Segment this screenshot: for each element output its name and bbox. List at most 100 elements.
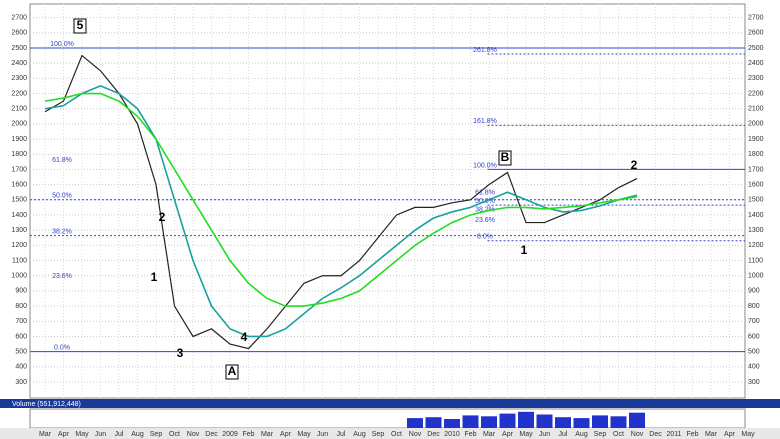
- fib-label: 23.6%: [52, 273, 72, 280]
- wave-label: A: [228, 364, 237, 378]
- volume-bar: [536, 414, 553, 428]
- y-tick-label-right: 2400: [748, 60, 764, 67]
- x-tick-label: Jul: [337, 431, 346, 438]
- x-tick-label: Apr: [58, 431, 70, 438]
- fib-label: 0.0%: [54, 344, 70, 351]
- x-tick-label: Mar: [39, 431, 52, 438]
- x-tick-label: Sep: [372, 431, 385, 438]
- x-tick-label: Mar: [705, 431, 718, 438]
- y-tick-label-right: 2000: [748, 121, 764, 128]
- x-tick-label: Apr: [280, 431, 292, 438]
- x-tick-label: Nov: [631, 431, 644, 438]
- plot-frame: [29, 3, 746, 399]
- x-tick-label: Sep: [594, 431, 607, 438]
- fib-label: 100.0%: [473, 162, 497, 169]
- y-tick-label-right: 2500: [748, 45, 764, 52]
- y-tick-label-right: 1200: [748, 242, 764, 249]
- y-tick-label: 400: [15, 364, 27, 371]
- y-tick-label-right: 2300: [748, 75, 764, 82]
- x-tick-label: May: [519, 431, 533, 438]
- fib-label: 161.8%: [473, 118, 497, 125]
- y-tick-label-right: 900: [748, 288, 760, 295]
- y-tick-label-right: 1700: [748, 166, 764, 173]
- x-tick-label: Nov: [409, 431, 422, 438]
- y-tick-label-right: 1300: [748, 227, 764, 234]
- x-tick-label: May: [75, 431, 89, 438]
- x-tick-label: May: [297, 431, 311, 438]
- x-tick-label: 2010: [444, 431, 460, 438]
- y-tick-label-right: 700: [748, 318, 760, 325]
- x-tick-label: 2011: [666, 431, 681, 438]
- wave-label: 3: [177, 346, 184, 360]
- x-tick-label: Feb: [686, 431, 698, 438]
- y-tick-label: 2000: [11, 121, 27, 128]
- series-line: [44, 92, 638, 307]
- fib-label: 0.0%: [477, 234, 493, 241]
- y-tick-label-right: 2200: [748, 90, 764, 97]
- annotation-box: [498, 150, 512, 166]
- y-tick-label: 1300: [11, 227, 27, 234]
- y-tick-label: 1200: [11, 242, 27, 249]
- wave-label: 4: [241, 330, 248, 344]
- fib-label: 23.6%: [475, 217, 495, 224]
- volume-bar: [555, 417, 571, 428]
- y-tick-label-right: 1100: [748, 257, 763, 264]
- x-tick-label: Apr: [502, 431, 514, 438]
- y-tick-label-right: 1000: [748, 273, 764, 280]
- x-axis-band: [0, 428, 780, 439]
- y-tick-label: 2200: [11, 90, 27, 97]
- y-tick-label: 700: [15, 318, 27, 325]
- volume-bar: [499, 413, 516, 428]
- y-tick-label-right: 400: [748, 364, 760, 371]
- y-tick-label: 1900: [11, 136, 27, 143]
- x-tick-label: May: [741, 431, 755, 438]
- x-tick-label: Sep: [150, 431, 163, 438]
- volume-bar: [610, 416, 627, 428]
- y-tick-label-right: 1600: [748, 181, 764, 188]
- volume-bar: [629, 412, 645, 428]
- y-tick-label: 1800: [11, 151, 27, 158]
- wave-label: 2: [631, 158, 638, 172]
- y-tick-label-right: 800: [748, 303, 760, 310]
- wave-label: B: [501, 150, 510, 164]
- y-tick-label: 1400: [11, 212, 27, 219]
- x-tick-label: Dec: [205, 431, 218, 438]
- y-tick-label: 2100: [11, 106, 27, 113]
- x-tick-label: Aug: [353, 431, 366, 438]
- y-tick-label-right: 1500: [748, 197, 764, 204]
- x-tick-label: Nov: [187, 431, 200, 438]
- x-tick-label: 2009: [222, 431, 238, 438]
- y-tick-label: 1700: [11, 166, 27, 173]
- x-tick-label: Oct: [391, 431, 402, 438]
- series-line: [44, 85, 638, 338]
- y-tick-label: 500: [15, 348, 27, 355]
- y-tick-label: 800: [15, 303, 27, 310]
- x-tick-label: Jun: [95, 431, 106, 438]
- y-tick-label-right: 1900: [748, 136, 764, 143]
- x-tick-label: Jul: [115, 431, 124, 438]
- wave-label: 5: [77, 18, 84, 32]
- y-tick-label-right: 1800: [748, 151, 764, 158]
- annotation-box: [225, 364, 239, 380]
- fib-label: 50.0%: [52, 193, 72, 200]
- y-tick-label-right: 300: [748, 379, 760, 386]
- series-line: [44, 54, 638, 350]
- y-tick-label-right: 500: [748, 348, 760, 355]
- volume-header: [0, 399, 780, 408]
- wave-label: 1: [521, 243, 528, 257]
- y-tick-label: 300: [15, 379, 27, 386]
- y-tick-label: 2700: [11, 14, 27, 21]
- y-tick-label-right: 2600: [748, 30, 764, 37]
- y-tick-label: 1500: [11, 197, 27, 204]
- x-tick-label: Jul: [559, 431, 568, 438]
- volume-bar: [462, 415, 479, 428]
- y-tick-label: 2500: [11, 45, 27, 52]
- wave-label: 2: [159, 210, 166, 224]
- fib-label: 100.0%: [50, 41, 74, 48]
- y-tick-label: 1100: [12, 257, 27, 264]
- x-tick-label: Feb: [242, 431, 254, 438]
- x-tick-label: Aug: [575, 431, 588, 438]
- y-tick-label: 900: [15, 288, 27, 295]
